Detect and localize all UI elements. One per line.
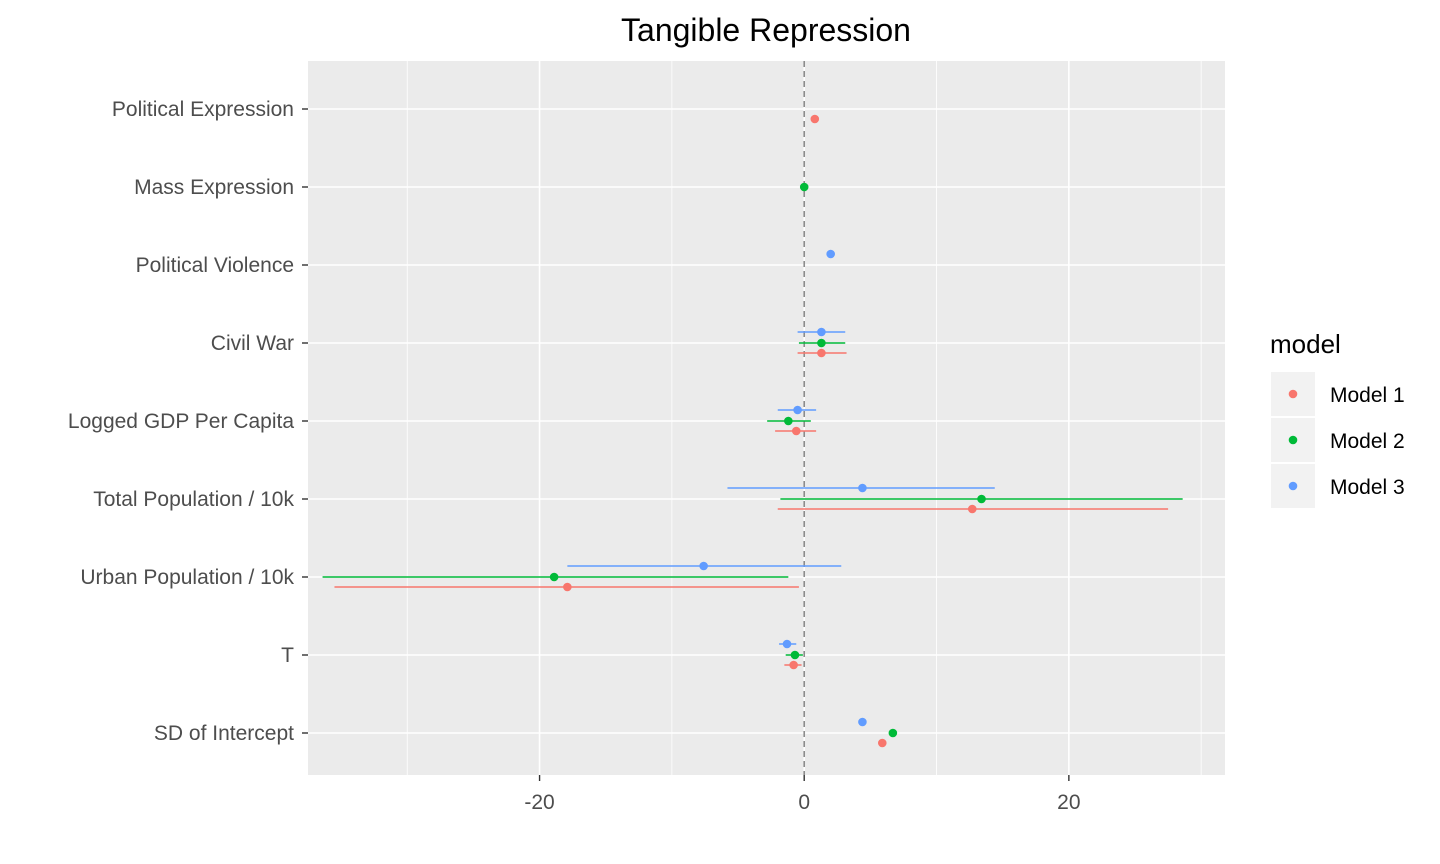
- estimate-point: [782, 639, 792, 649]
- y-tick-label: T: [281, 644, 294, 667]
- estimate-point: [817, 338, 826, 348]
- y-tick-label: Urban Population / 10k: [80, 566, 294, 589]
- legend-marker: [1288, 481, 1298, 491]
- x-axis: -20 0 20: [524, 775, 1081, 814]
- y-tick-label: Political Expression: [112, 98, 294, 121]
- y-tick-label: SD of Intercept: [154, 722, 294, 745]
- estimate-point: [858, 483, 867, 493]
- y-tick-label: Total Population / 10k: [93, 488, 294, 511]
- estimate-point: [793, 405, 802, 415]
- legend-marker: [1288, 389, 1298, 399]
- estimate-point: [888, 728, 898, 738]
- y-tick-label: Mass Expression: [134, 176, 294, 199]
- estimate-point: [967, 504, 977, 514]
- estimate-point: [817, 327, 826, 337]
- estimate-point: [858, 717, 867, 727]
- estimate-point: [699, 561, 708, 571]
- x-tick-label: 20: [1057, 791, 1080, 814]
- legend-marker: [1288, 435, 1298, 445]
- estimate-point: [563, 582, 572, 592]
- estimate-point: [799, 182, 809, 192]
- estimate-point: [977, 494, 986, 504]
- y-tick-label: Political Violence: [136, 254, 294, 277]
- legend-label: Model 2: [1330, 430, 1405, 453]
- plot-panel: [308, 61, 1225, 775]
- estimate-point: [549, 572, 559, 582]
- y-tick-label: Civil War: [211, 332, 294, 355]
- estimate-point: [791, 426, 801, 436]
- x-tick-label: 0: [798, 791, 810, 814]
- estimate-point: [810, 114, 820, 124]
- legend-label: Model 1: [1330, 384, 1405, 407]
- legend-title: model: [1270, 329, 1341, 359]
- estimate-point: [784, 416, 793, 426]
- estimate-point: [826, 249, 835, 259]
- estimate-point: [790, 650, 800, 660]
- estimate-point: [817, 348, 826, 358]
- x-tick-label: -20: [524, 791, 554, 814]
- legend-label: Model 3: [1330, 476, 1405, 499]
- estimate-point: [877, 738, 887, 748]
- y-axis: Political Expression Mass Expression Polit…: [68, 98, 308, 745]
- legend: model Model 1 Model 2 Model 3: [1270, 329, 1405, 508]
- chart-title: Tangible Repression: [621, 12, 911, 48]
- data-marks: [322, 114, 1183, 748]
- estimate-point: [789, 660, 798, 670]
- y-tick-label: Logged GDP Per Capita: [68, 410, 294, 433]
